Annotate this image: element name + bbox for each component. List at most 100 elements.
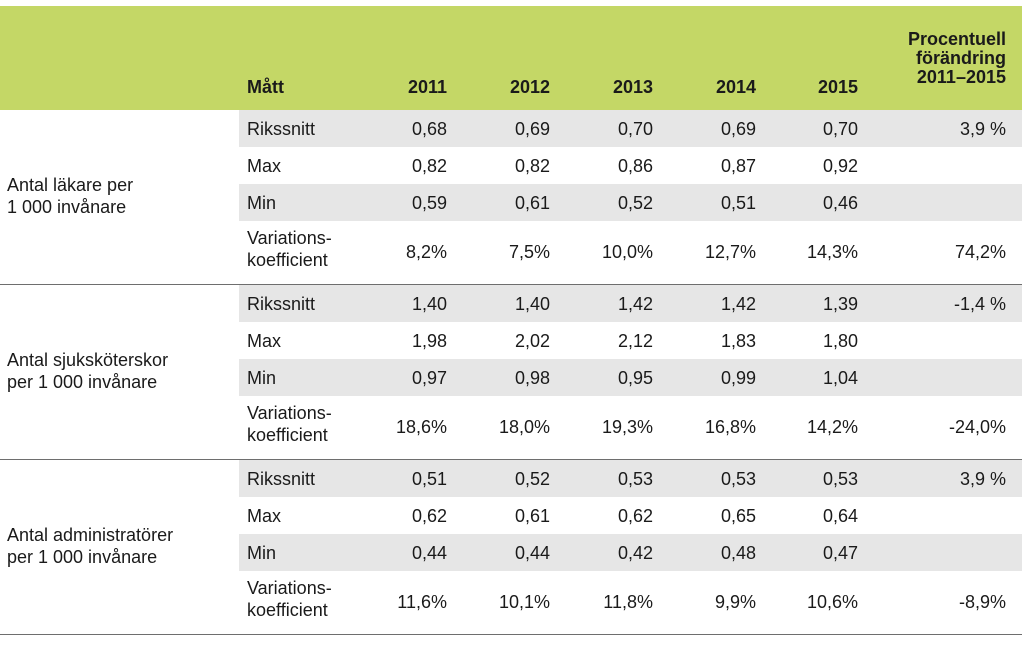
table-row: Min 0,97 0,98 0,95 0,99 1,04 [239,359,1022,396]
value-cell-2011: 0,51 [411,469,447,489]
value-cell-2014: 12,7% [704,242,756,262]
value-cell-2015: 1,39 [822,294,858,314]
change-cell: -8,9% [958,592,1006,612]
value-cell-2011: 0,44 [411,543,447,563]
value-cell-2011: 11,6% [397,592,447,612]
value-cell-2014: 0,99 [720,368,756,388]
value-cell-2011: 0,82 [411,156,447,176]
value-cell-2013: 11,8% [603,592,653,612]
value-cell-2013: 0,86 [617,156,653,176]
group-label-line: 1 000 invånare [7,197,127,217]
value-cell-2015: 0,47 [822,543,858,563]
value-cell-2014: 0,65 [720,506,756,526]
measure-line: Rikssnitt [247,469,316,489]
group-label: Antal administratörer per 1 000 invånare [7,524,222,568]
measure-cell: Rikssnitt [247,118,315,140]
value-cell-2013: 0,52 [617,193,653,213]
change-cell: 3,9 % [959,119,1006,139]
value-cell-2012: 0,61 [514,506,550,526]
table-row: Min 0,59 0,61 0,52 0,51 0,46 [239,184,1022,221]
value-cell-2013: 10,0% [601,242,653,262]
measure-line: koefficient [247,600,328,620]
measure-cell: Min [247,192,276,214]
table-row: Variations-koefficient 18,6% 18,0% 19,3% 16,… [239,396,1022,459]
header-year-2013: 2013 [612,77,653,97]
value-cell-2012: 0,44 [514,543,550,563]
value-cell-2013: 0,42 [617,543,653,563]
value-cell-2015: 1,04 [822,368,858,388]
measure-line: Min [247,543,277,563]
header-change-line-2: förändring [916,48,1006,68]
value-cell-2014: 16,8% [704,417,756,437]
group-label: Antal sjuksköterskor per 1 000 invånare [7,349,222,393]
measure-line: Max [247,506,282,526]
value-cell-2012: 0,98 [514,368,550,388]
value-cell-2013: 0,53 [617,469,653,489]
group-label-line: per 1 000 invånare [7,547,158,567]
value-cell-2012: 0,61 [514,193,550,213]
measure-line: Variations- [247,578,332,598]
value-cell-2015: 0,53 [822,469,858,489]
header-year-2012: 2012 [509,77,550,97]
value-cell-2015: 1,80 [822,331,858,351]
table-row: Max 1,98 2,02 2,12 1,83 1,80 [239,322,1022,359]
value-cell-2014: 9,9% [714,592,756,612]
measure-cell: Variations-koefficient [247,577,332,621]
measure-cell: Max [247,155,281,177]
value-cell-2012: 0,69 [514,119,550,139]
value-cell-2011: 0,59 [411,193,447,213]
value-cell-2013: 2,12 [617,331,653,351]
value-cell-2015: 0,46 [822,193,858,213]
value-cell-2013: 0,70 [617,119,653,139]
value-cell-2013: 0,95 [617,368,653,388]
group-label-line: Antal läkare per [7,175,134,195]
change-cell: 74,2% [954,242,1006,262]
value-cell-2015: 0,70 [822,119,858,139]
table-body: Antal läkare per 1 000 invånare Rikssnitt 0… [0,110,1022,635]
value-cell-2012: 1,40 [514,294,550,314]
measure-line: Rikssnitt [247,119,316,139]
header-change-line-1: Procentuell [907,29,1006,49]
value-cell-2014: 0,51 [720,193,756,213]
measure-cell: Variations-koefficient [247,402,332,446]
value-cell-2011: 0,62 [411,506,447,526]
table-row: Rikssnitt 0,68 0,69 0,70 0,69 0,70 3,9 % [239,110,1022,147]
value-cell-2012: 10,1% [498,592,550,612]
value-cell-2011: 1,40 [411,294,447,314]
table-header: Mått 2011 2012 2013 2014 2015 Procentuel… [0,6,1022,110]
value-cell-2015: 0,92 [822,156,858,176]
value-cell-2013: 1,42 [617,294,653,314]
measure-cell: Max [247,505,281,527]
value-cell-2013: 19,3% [601,417,653,437]
value-cell-2015: 10,6% [806,592,858,612]
change-cell: -24,0% [948,417,1006,437]
measure-line: Min [247,368,277,388]
group-label-line: Antal administratörer [7,525,174,545]
table-group: Antal sjuksköterskor per 1 000 invånare Ri… [0,285,1022,460]
value-cell-2011: 8,2% [405,242,447,262]
value-cell-2014: 1,83 [720,331,756,351]
table-group: Antal läkare per 1 000 invånare Rikssnitt 0… [0,110,1022,285]
value-cell-2012: 0,52 [514,469,550,489]
table-row: Rikssnitt 0,51 0,52 0,53 0,53 0,53 3,9 % [239,460,1022,497]
value-cell-2011: 0,97 [411,368,447,388]
measure-line: koefficient [247,425,328,445]
value-cell-2011: 18,6% [395,417,447,437]
value-cell-2012: 7,5% [508,242,550,262]
table-row: Min 0,44 0,44 0,42 0,48 0,47 [239,534,1022,571]
value-cell-2014: 0,69 [720,119,756,139]
value-cell-2011: 1,98 [411,331,447,351]
value-cell-2013: 0,62 [617,506,653,526]
measure-cell: Rikssnitt [247,293,315,315]
table-row: Variations-koefficient 8,2% 7,5% 10,0% 12,7%… [239,221,1022,284]
value-cell-2015: 14,2% [806,417,858,437]
measure-cell: Variations-koefficient [247,227,332,271]
measure-line: Rikssnitt [247,294,316,314]
change-cell: 3,9 % [959,469,1006,489]
measure-line: Min [247,193,277,213]
header-change: Procentuell förändring 2011–2015 [908,30,1006,87]
value-cell-2012: 0,82 [514,156,550,176]
table-row: Rikssnitt 1,40 1,40 1,42 1,42 1,39 -1,4 % [239,285,1022,322]
header-year-2011: 2011 [407,77,447,97]
